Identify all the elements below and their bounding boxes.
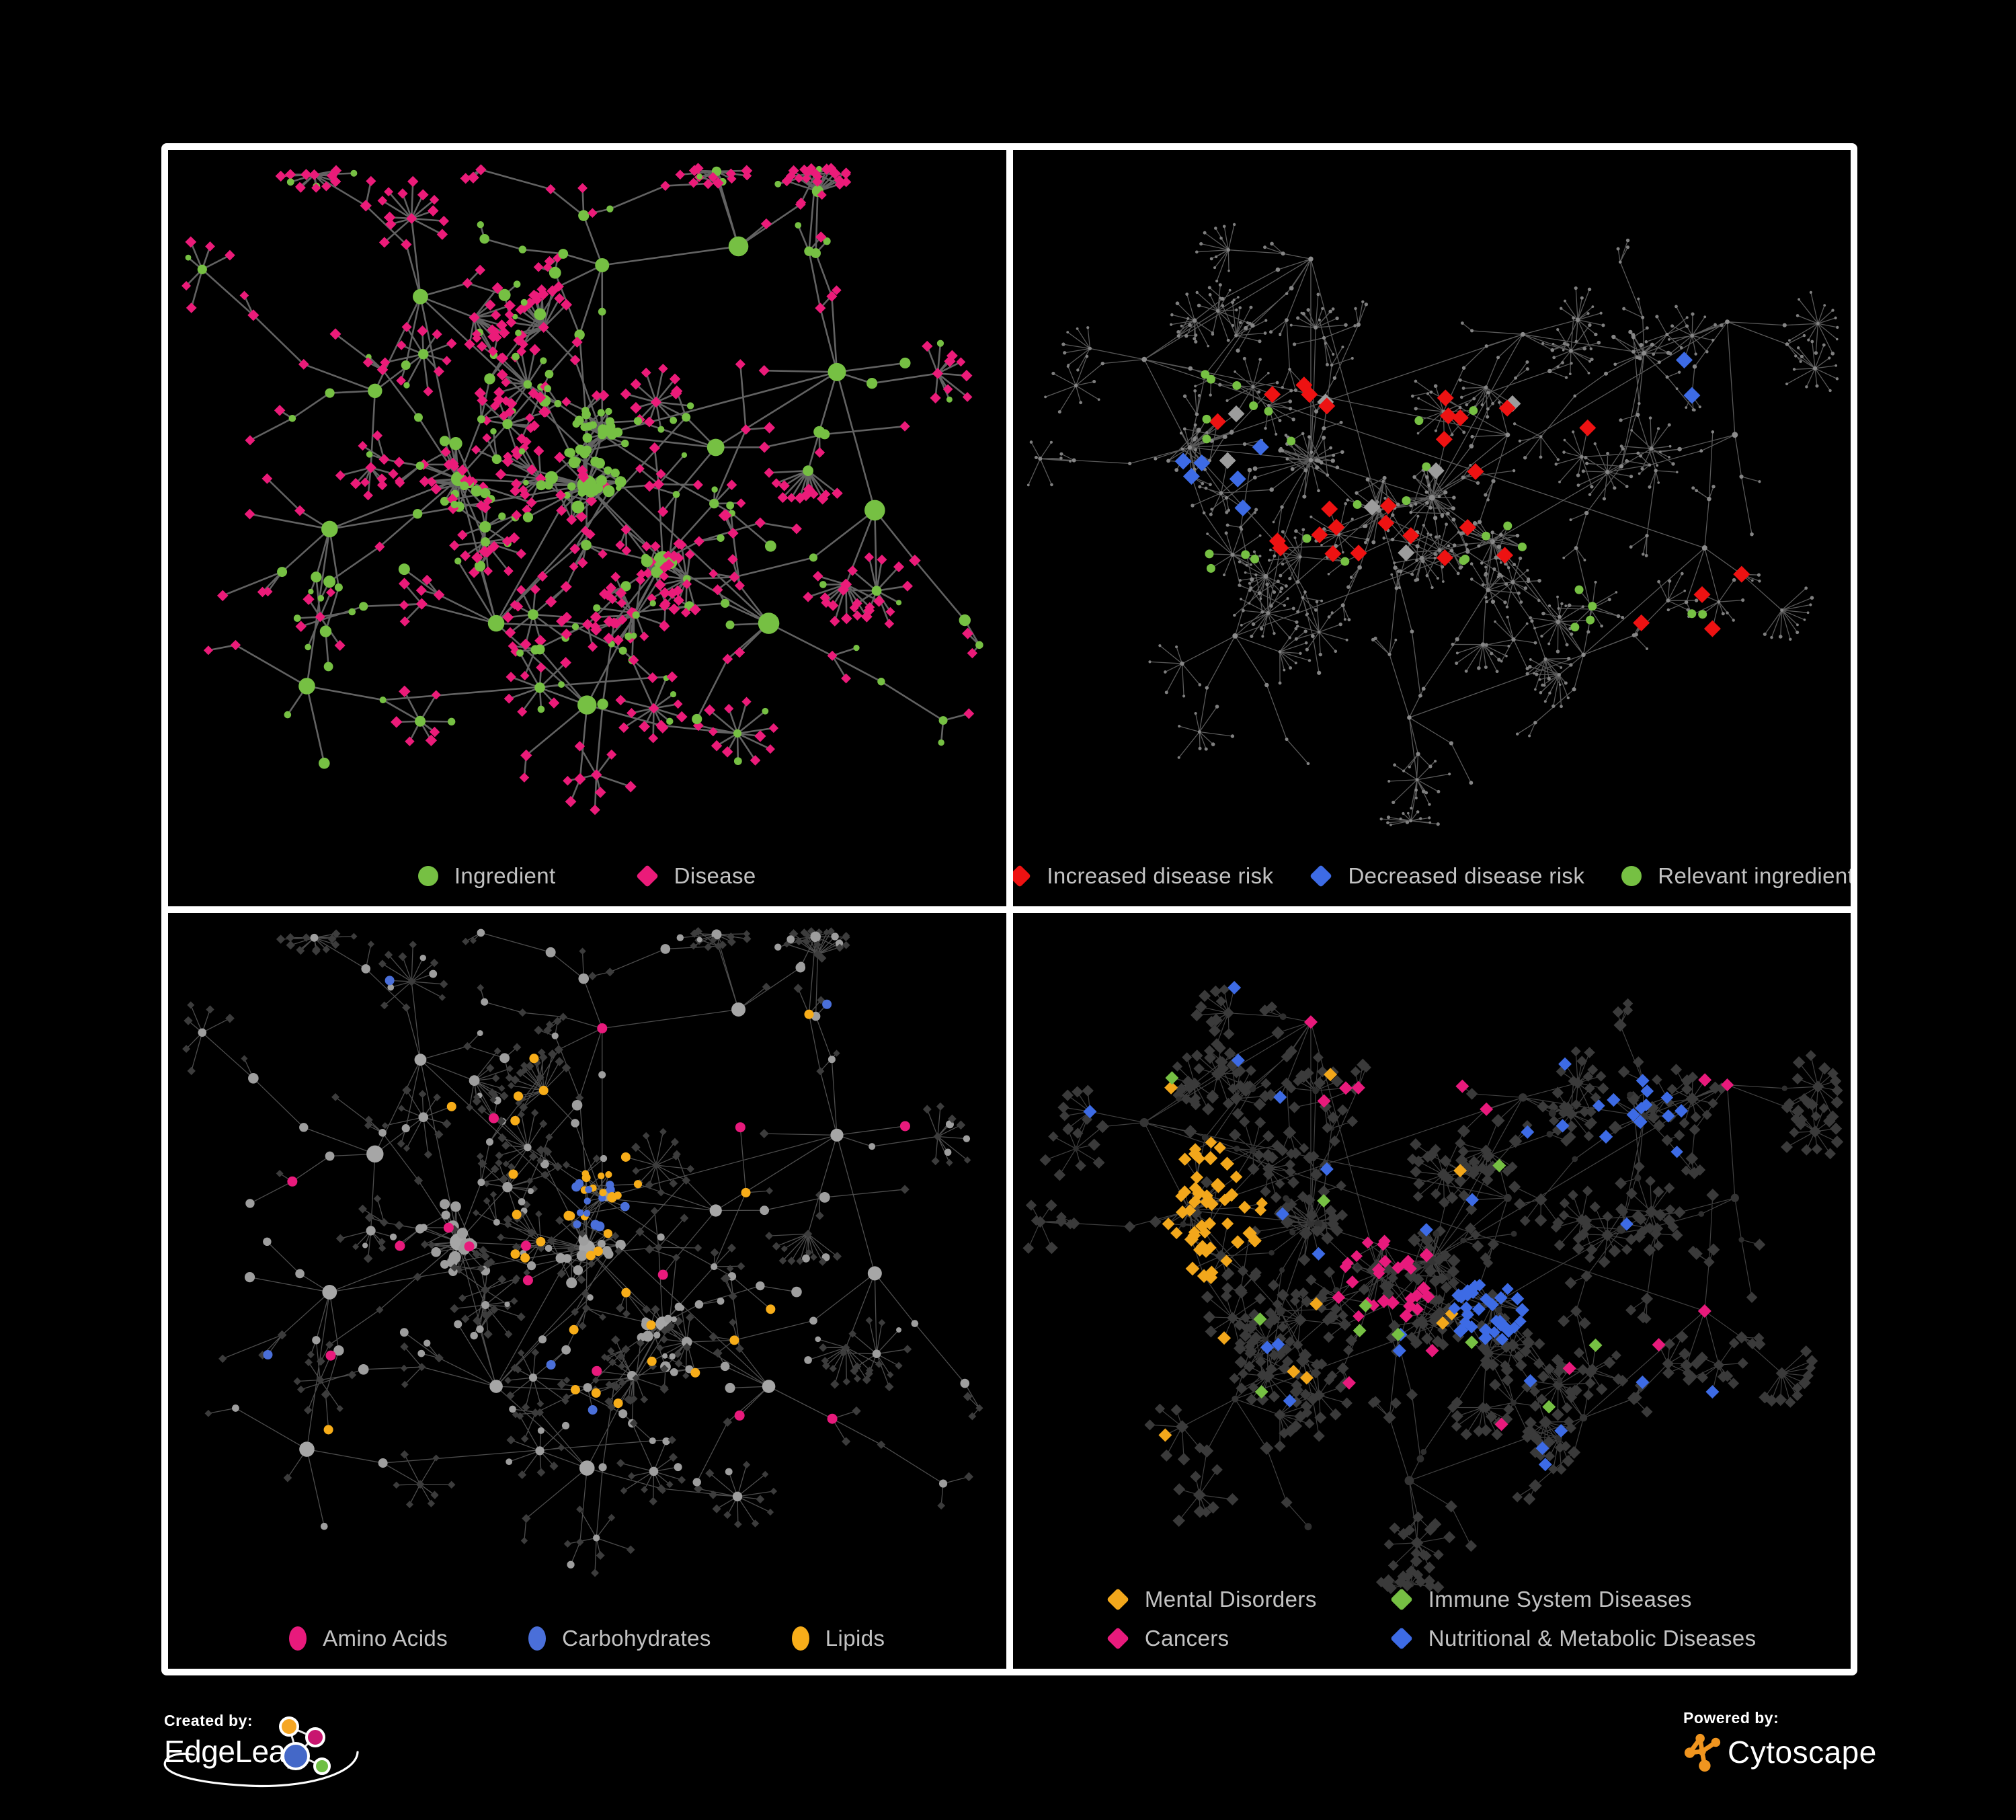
edgeleap-wordmark: EdgeLeap [164, 1734, 303, 1769]
cytoscape-wordmark: Cytoscape [1728, 1735, 1877, 1770]
panel-grid: Ingredient Disease Increased disease risk… [161, 143, 1857, 1675]
panel-disease-categories: Mental Disorders Immune System Diseases Ca… [1012, 912, 1851, 1669]
legend-item-disease: Disease [635, 863, 756, 889]
legend-label: Cancers [1144, 1626, 1229, 1651]
network-graph-ingredient-disease [182, 163, 983, 816]
created-by-label: Created by: [164, 1712, 253, 1729]
ellipse-marker-icon [528, 1626, 547, 1651]
legend-label: Lipids [825, 1626, 885, 1651]
powered-by-label: Powered by: [1683, 1709, 1779, 1727]
legend-chemical-classes: Amino Acids Carbohydrates Lipids [168, 1626, 1006, 1651]
diamond-marker-icon [1106, 1588, 1129, 1611]
legend-item-nutritional-metabolic-diseases: Nutritional & Metabolic Diseases [1389, 1626, 1757, 1651]
legend-ingredient-disease: Ingredient Disease [168, 863, 1006, 889]
legend-item-amino-acids: Amino Acids [289, 1626, 448, 1651]
ellipse-marker-icon [791, 1626, 809, 1651]
diamond-marker-icon [1106, 1627, 1129, 1650]
legend-item-mental-disorders: Mental Disorders [1106, 1587, 1317, 1612]
legend-label: Amino Acids [323, 1626, 448, 1651]
legend-item-ingredient: Ingredient [417, 863, 556, 889]
legend-label: Carbohydrates [562, 1626, 711, 1651]
panel-ingredient-disease: Ingredient Disease [168, 150, 1006, 906]
legend-disease-risk: Increased disease risk Decreased disease … [1012, 863, 1851, 889]
legend-label: Nutritional & Metabolic Diseases [1428, 1626, 1757, 1651]
diamond-marker-icon [635, 864, 659, 887]
diamond-marker-icon [1309, 864, 1333, 887]
legend-label: Increased disease risk [1047, 863, 1274, 888]
legend-label: Relevant ingredient [1658, 863, 1851, 888]
legend-item-immune-system-diseases: Immune System Diseases [1389, 1587, 1692, 1612]
legend-item-carbohydrates: Carbohydrates [528, 1626, 711, 1651]
panel-disease-risk: Increased disease risk Decreased disease … [1012, 150, 1851, 906]
legend-label: Decreased disease risk [1348, 863, 1585, 888]
circle-marker-icon [1621, 865, 1642, 886]
network-graph-disease-risk [1026, 223, 1839, 826]
legend-disease-categories: Mental Disorders Immune System Diseases Ca… [1013, 1587, 1851, 1651]
cytoscape-logo-icon [1684, 1733, 1721, 1772]
legend-item-decreased-disease-risk: Decreased disease risk [1309, 863, 1585, 889]
diamond-marker-icon [1389, 1627, 1413, 1650]
network-graph-chemical-classes [182, 926, 983, 1577]
diamond-marker-icon [1389, 1588, 1413, 1611]
legend-item-increased-disease-risk: Increased disease risk [1012, 863, 1274, 889]
legend-label: Ingredient [454, 863, 556, 888]
network-graph-disease-categories [1022, 980, 1843, 1594]
cytoscape-credit: Powered by: Cytoscape [1683, 1709, 1966, 1803]
ellipse-marker-icon [289, 1626, 307, 1651]
panel-chemical-classes: Amino Acids Carbohydrates Lipids [168, 912, 1006, 1669]
legend-item-relevant-ingredient: Relevant ingredient [1621, 863, 1851, 889]
legend-label: Immune System Diseases [1428, 1587, 1692, 1612]
legend-label: Disease [674, 863, 756, 888]
edgeleap-credit: Created by: EdgeLeap [163, 1712, 446, 1806]
edgeleap-logo-icon [163, 1716, 359, 1788]
legend-item-lipids: Lipids [791, 1626, 885, 1651]
legend-item-cancers: Cancers [1106, 1626, 1229, 1651]
legend-label: Mental Disorders [1144, 1587, 1317, 1612]
circle-marker-icon [417, 865, 438, 886]
diamond-marker-icon [1012, 864, 1032, 887]
